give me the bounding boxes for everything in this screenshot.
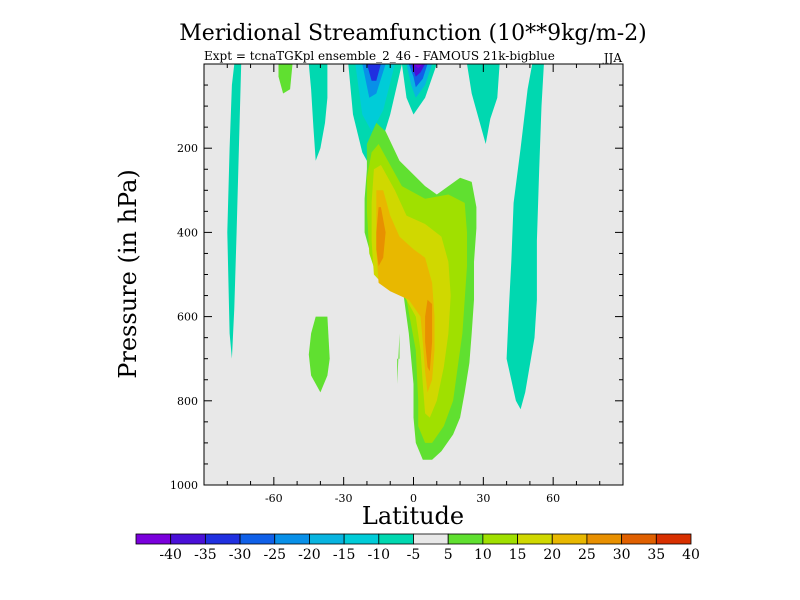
contour-region-21	[425, 299, 433, 372]
y-tick-label: 1000	[170, 479, 198, 492]
colorbar-swatch	[343, 533, 380, 545]
colorbar-swatch	[482, 533, 518, 545]
colorbar-swatch	[413, 533, 449, 545]
contour-region-5	[362, 64, 386, 98]
colorbar-swatch	[309, 533, 345, 545]
chart-title: Meridional Streamfunction (10**9kg/m-2)	[179, 21, 647, 46]
chart-subtitle-left: Expt = tcnaTGKpl ensemble_2_46 - FAMOUS …	[204, 49, 555, 63]
colorbar-label: 25	[578, 547, 596, 563]
colorbar-swatch	[551, 533, 588, 545]
x-tick-label: -60	[265, 492, 283, 505]
x-tick-label: -30	[335, 492, 353, 505]
contour-region-20	[376, 207, 386, 267]
x-axis-title: Latitude	[362, 502, 464, 530]
colorbar-label: 5	[444, 547, 453, 563]
colorbar-swatch	[586, 533, 623, 545]
colorbar-swatch	[447, 533, 484, 545]
contour-region-1	[278, 64, 293, 94]
colorbar-swatch	[170, 533, 206, 545]
y-tick-label: 800	[177, 395, 198, 408]
colorbar-label: -20	[298, 547, 321, 563]
contour-region-6	[366, 64, 381, 81]
colorbar-swatch	[517, 533, 553, 545]
colorbar-swatch	[378, 533, 414, 545]
colorbar: -40 -35 -30 -25 -20 -15 -10 -5 5 10 15 20 25 30 35 40	[135, 533, 700, 563]
ticks-layer: -60 -30 0 30 60 200 400 600 800 1000	[170, 63, 624, 505]
colorbar-label: 15	[509, 547, 527, 563]
colorbar-label: 20	[543, 547, 561, 563]
colorbar-label: 30	[613, 547, 631, 563]
colorbar-label: 35	[647, 547, 665, 563]
x-tick-label: 30	[476, 492, 490, 505]
colorbar-swatch	[204, 533, 241, 545]
colorbar-label: 40	[682, 547, 700, 563]
x-tick-label: 0	[410, 492, 417, 505]
contour-region-4	[355, 64, 395, 132]
y-tick-label: 200	[177, 142, 198, 155]
contour-region-13	[506, 64, 544, 410]
contour-region-2	[308, 64, 328, 161]
colorbar-label: -30	[229, 547, 252, 563]
contour-region-15	[397, 333, 400, 384]
y-axis-title: Pressure (in hPa)	[114, 169, 142, 379]
colorbar-label: -10	[368, 547, 391, 563]
colorbar-swatch	[621, 533, 657, 545]
colorbar-swatch	[274, 533, 310, 545]
contour-region-0	[227, 64, 242, 359]
contour-region-10	[411, 64, 426, 77]
contour-layer	[227, 64, 544, 460]
colorbar-label: -40	[159, 547, 182, 563]
y-tick-label: 400	[177, 226, 198, 239]
contour-region-19	[376, 190, 435, 393]
colorbar-label: -5	[407, 547, 421, 563]
colorbar-label: 10	[474, 547, 492, 563]
x-tick-label: 60	[546, 492, 560, 505]
colorbar-swatch	[135, 533, 172, 545]
colorbar-swatch	[655, 533, 692, 545]
colorbar-label: -35	[194, 547, 217, 563]
contour-region-12	[467, 64, 500, 144]
contour-region-11	[413, 64, 423, 69]
colorbar-swatch	[239, 533, 276, 545]
colorbar-label: -15	[333, 547, 356, 563]
y-tick-label: 600	[177, 311, 198, 324]
contour-region-14	[308, 316, 330, 393]
chart-subtitle-right: JJA	[602, 51, 623, 65]
colorbar-label: -25	[263, 547, 286, 563]
